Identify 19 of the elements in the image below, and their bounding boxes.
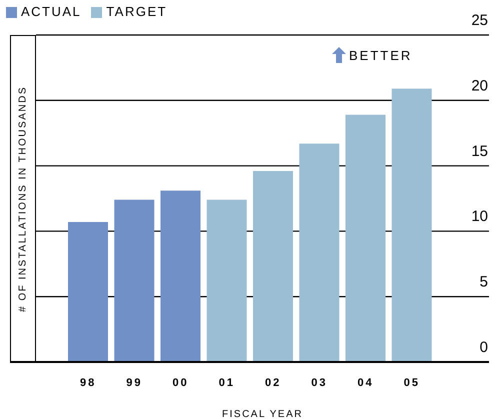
y-tick-label: 10: [471, 208, 488, 226]
y-tick-label: 0: [480, 339, 488, 356]
x-tick-label: 00: [172, 377, 189, 389]
annotation: BETTER: [349, 48, 412, 62]
x-tick-label: 99: [126, 377, 142, 389]
x-tick-label: 01: [218, 377, 235, 389]
x-tick-label: 05: [404, 377, 420, 389]
y-tick-label: 20: [471, 77, 488, 94]
legend-label: TARGET: [106, 4, 168, 19]
x-axis-title: FISCAL YEAR: [222, 409, 303, 419]
legend-label: ACTUAL: [21, 4, 82, 19]
x-tick-label: 02: [265, 377, 282, 389]
y-tick-label: 5: [480, 274, 488, 291]
y-tick-label: 25: [471, 12, 488, 29]
y-tick-label: 15: [471, 142, 488, 160]
x-tick-label: 98: [80, 377, 96, 389]
x-tick-label: 03: [311, 377, 328, 389]
y-axis-title: # OF INSTALLATIONS IN THOUSANDS: [18, 86, 28, 312]
x-tick-label: 04: [358, 377, 374, 389]
